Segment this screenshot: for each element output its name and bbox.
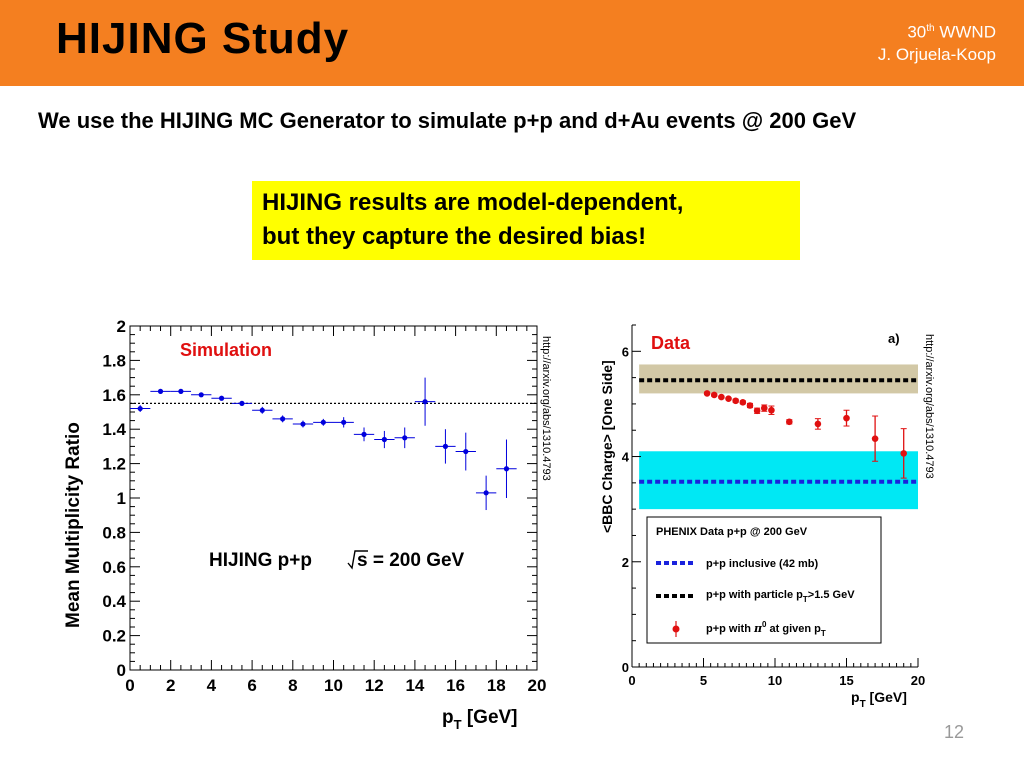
left-x-tick-label: 18 (487, 676, 506, 695)
legend: PHENIX Data p+p @ 200 GeV p+p inclusive … (646, 516, 882, 644)
left-data-point (259, 407, 265, 413)
panel-label: a) (888, 331, 900, 346)
data-tag: Data (651, 333, 691, 353)
left-source-url: http://arxiv.org/abs/1310.4793 (540, 336, 552, 481)
simulation-annotation-pre: HIJING p+p (209, 550, 312, 571)
left-y-tick-label: 1.8 (102, 351, 126, 370)
left-y-tick-label: 0.6 (102, 558, 126, 577)
right-data-point (871, 435, 879, 442)
right-data-point (739, 399, 747, 406)
left-x-tick-label: 14 (405, 676, 424, 695)
left-data-point (157, 388, 164, 394)
left-data-point (361, 431, 367, 437)
right-data-point (710, 391, 718, 399)
right-data-point (900, 450, 907, 457)
legend-title: PHENIX Data p+p @ 200 GeV (656, 526, 808, 538)
legend-item-pi0: p+p with π0 at given pT (706, 620, 826, 638)
legend-item-highpt: p+p with particle pT>1.5 GeV (706, 589, 855, 604)
left-y-tick-label: 0.4 (102, 592, 126, 611)
right-data-point (746, 402, 754, 409)
author-name: J. Orjuela-Koop (877, 44, 996, 64)
simulation-annotation-post: s = 200 GeV (357, 550, 465, 571)
right-data-point (760, 404, 768, 412)
left-y-tick-label: 2 (117, 317, 126, 336)
left-data-point (198, 392, 204, 398)
left-data-point (341, 419, 347, 425)
left-y-tick-label: 1.6 (102, 386, 126, 405)
conference-info: 30th WWND J. Orjuela-Koop (878, 18, 996, 66)
left-data-point (300, 421, 306, 427)
left-x-tick-label: 6 (247, 676, 256, 695)
right-y-tick-label: 2 (622, 555, 629, 570)
right-y-tick-label: 6 (622, 344, 629, 359)
legend-box (646, 516, 882, 644)
left-y-tick-label: 1.2 (102, 455, 126, 474)
callout-box: HIJING results are model-dependent, but … (252, 181, 800, 260)
left-data-point (422, 399, 428, 405)
right-data-point (843, 414, 850, 422)
right-x-tick-label: 20 (911, 673, 925, 688)
conference-name: WWND (939, 22, 996, 42)
simulation-tag: Simulation (180, 340, 272, 360)
right-x-tick-label: 15 (839, 673, 853, 688)
left-y-tick-label: 1 (117, 489, 126, 508)
left-ylabel: Mean Multiplicity Ratio (63, 422, 84, 628)
left-x-tick-label: 12 (365, 676, 384, 695)
left-data-point (503, 466, 510, 472)
right-data-point (753, 407, 761, 415)
left-xlabel: pT [GeV] (442, 707, 518, 732)
left-data-point (463, 448, 469, 455)
slide-number: 12 (943, 722, 964, 742)
header-bar: HIJING Study 30th WWND J. Orjuela-Koop (0, 0, 1024, 86)
left-data-point (381, 436, 387, 443)
right-xlabel: pT [GeV] (851, 689, 907, 710)
right-data-point (732, 397, 739, 405)
legend-marker-pi0 (672, 625, 680, 633)
page-title: HIJING Study (56, 14, 350, 63)
right-data-point (718, 393, 725, 401)
right-data-point (703, 390, 711, 397)
left-x-tick-label: 2 (166, 676, 175, 695)
right-x-tick-label: 0 (628, 673, 635, 688)
left-y-tick-label: 1.4 (102, 420, 126, 439)
left-data-point (483, 490, 489, 496)
left-x-tick-label: 10 (324, 676, 343, 695)
callout-line-2: but they capture the desired bias! (262, 223, 647, 250)
right-data-point (768, 406, 775, 414)
left-data-point (137, 405, 143, 412)
conference-number: 30 (907, 22, 927, 42)
left-x-tick-label: 4 (207, 676, 217, 695)
left-y-tick-label: 0.2 (102, 627, 126, 646)
left-data-point (442, 443, 449, 449)
left-data-point (239, 400, 245, 406)
callout-line-1: HIJING results are model-dependent, (262, 189, 684, 216)
left-x-tick-label: 8 (288, 676, 297, 695)
left-data-point (320, 419, 326, 425)
legend-item-inclusive: p+p inclusive (42 mb) (706, 558, 819, 570)
right-data-point (786, 418, 793, 426)
left-x-tick-label: 0 (125, 676, 134, 695)
right-data-point (725, 395, 732, 402)
left-x-tick-label: 16 (446, 676, 465, 695)
left-data-point (218, 395, 225, 401)
slide-subtitle: We use the HIJING MC Generator to simula… (38, 108, 857, 133)
right-x-tick-label: 5 (700, 673, 707, 688)
conference-line: 30th WWND (878, 18, 996, 44)
conference-sup: th (926, 23, 935, 34)
right-y-tick-label: 0 (622, 660, 629, 675)
right-ylabel: <BBC Charge> [One Side] (599, 360, 615, 533)
right-x-tick-label: 10 (768, 673, 782, 688)
left-y-tick-label: 0 (117, 661, 126, 680)
left-data-point (280, 416, 286, 422)
left-x-tick-label: 20 (528, 676, 547, 695)
sqrt-symbol-icon (347, 550, 368, 570)
right-y-tick-label: 4 (622, 450, 630, 465)
left-data-point (178, 388, 184, 394)
left-data-point (402, 435, 408, 441)
right-data-point (814, 420, 822, 428)
right-source-url: http://arxiv.org/abs/1310.4793 (923, 334, 935, 479)
left-y-tick-label: 0.8 (102, 523, 126, 542)
